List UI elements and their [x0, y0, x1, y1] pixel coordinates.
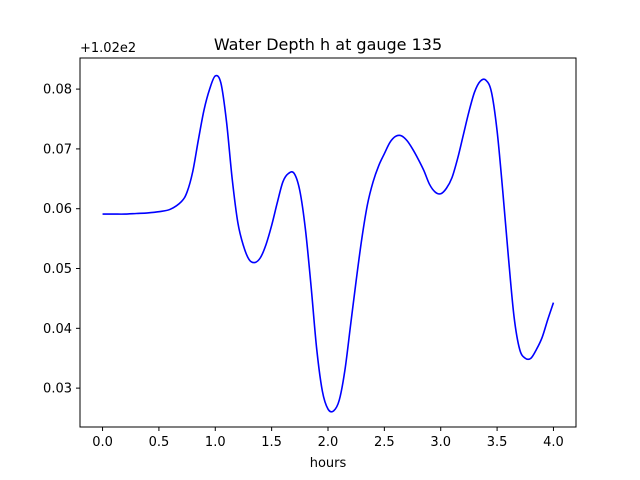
x-tick-label: 1.5 — [261, 435, 282, 450]
y-tick-label: 0.03 — [43, 382, 72, 397]
x-tick-label: 2.0 — [318, 435, 339, 450]
y-tick-label: 0.08 — [43, 83, 72, 98]
chart-title: Water Depth h at gauge 135 — [214, 35, 442, 54]
x-tick-label: 1.0 — [205, 435, 226, 450]
plot-area — [80, 58, 576, 427]
x-tick-label: 4.0 — [543, 435, 564, 450]
series-layer — [102, 74, 555, 413]
y-tick-label: 0.05 — [43, 262, 72, 277]
x-tick-label: 2.5 — [374, 435, 395, 450]
y-tick-label: 0.06 — [43, 202, 72, 217]
ticks-layer: 0.0 0.5 1.0 1.5 2.0 2.5 3.0 3.5 4.0 0.03 0.04 0.05 0… — [43, 83, 564, 450]
y-tick-label: 0.04 — [43, 322, 72, 337]
x-tick-label: 0.5 — [149, 435, 170, 450]
x-tick-label: 3.0 — [430, 435, 451, 450]
series-line-0 — [102, 74, 555, 413]
x-tick-label: 0.0 — [92, 435, 113, 450]
plot-frame — [79, 57, 577, 428]
y-offset-text: +1.02e2 — [80, 41, 136, 56]
x-tick-label: 3.5 — [487, 435, 508, 450]
x-axis-label: hours — [310, 456, 347, 471]
y-tick-label: 0.07 — [43, 142, 72, 157]
